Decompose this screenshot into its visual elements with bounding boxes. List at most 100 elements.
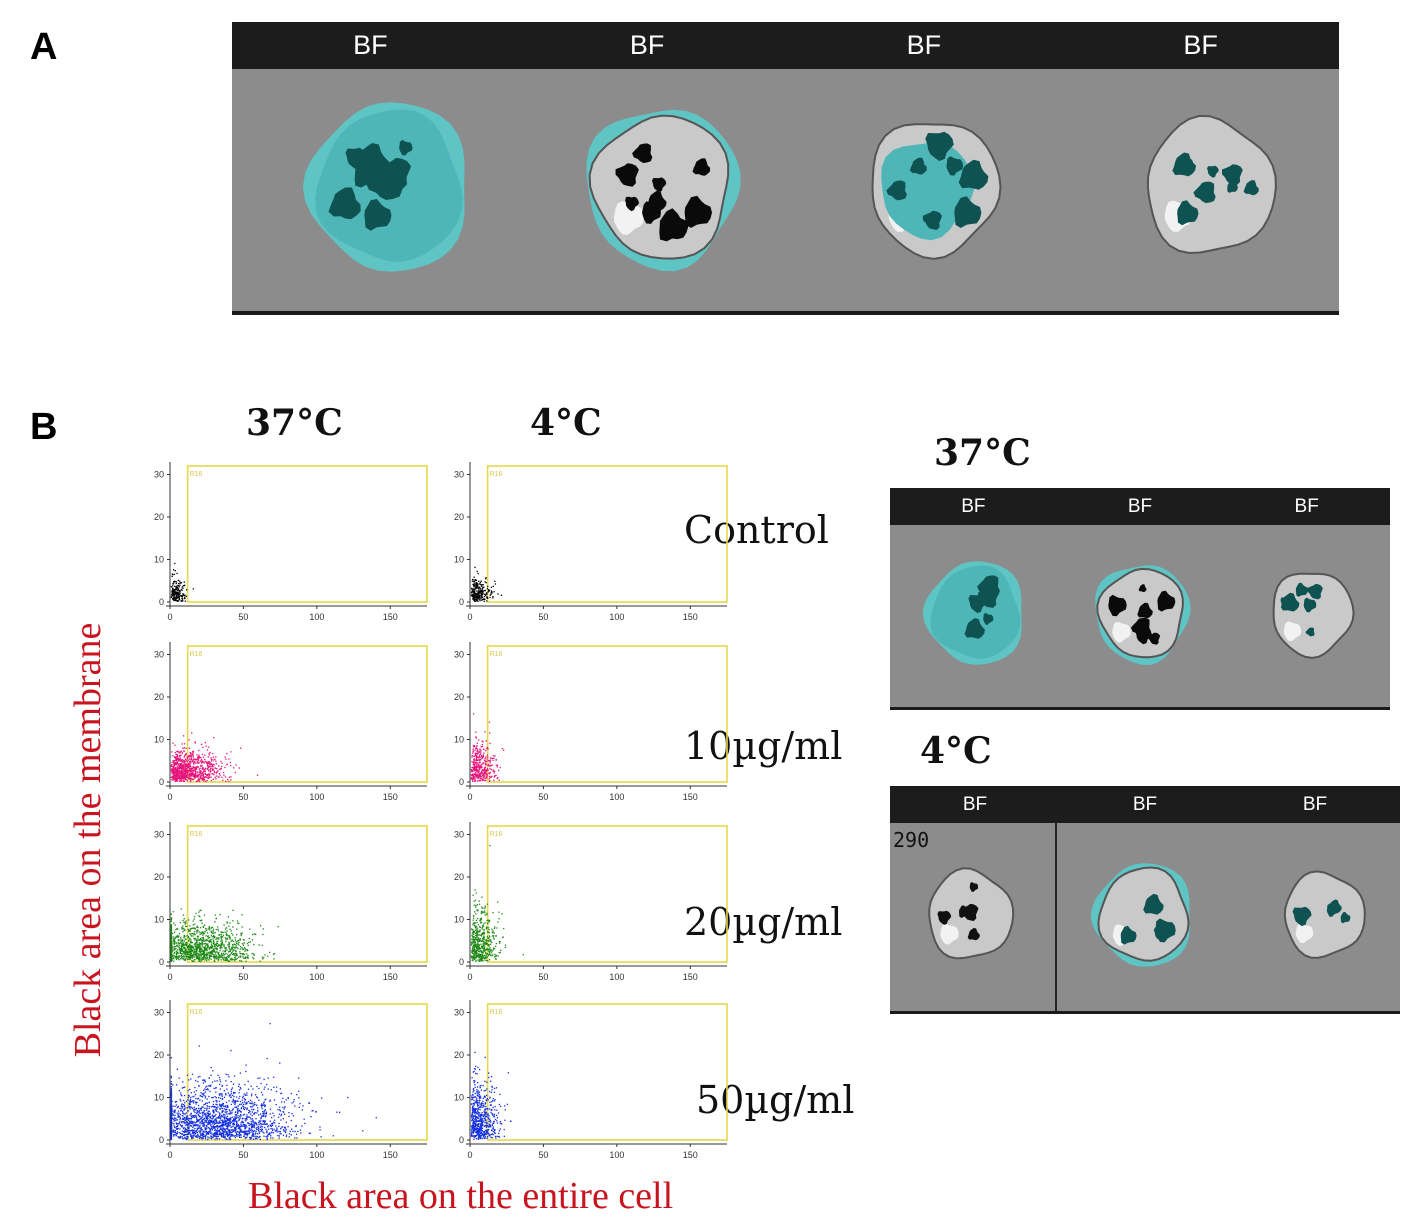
data-point — [202, 768, 204, 770]
data-point — [207, 946, 209, 948]
data-point — [197, 756, 199, 758]
data-point — [273, 952, 276, 955]
data-point — [201, 761, 204, 763]
data-point — [238, 1119, 240, 1122]
data-point — [473, 597, 476, 599]
data-point — [175, 935, 178, 938]
y-tick-label: 30 — [454, 650, 464, 660]
data-point — [485, 777, 488, 779]
data-point — [473, 586, 475, 588]
data-point — [197, 945, 200, 947]
data-point — [480, 752, 482, 754]
data-point — [195, 758, 198, 761]
data-point — [252, 1133, 255, 1135]
data-point — [196, 768, 198, 770]
data-point — [204, 1136, 206, 1138]
data-point — [482, 590, 484, 592]
data-point — [202, 777, 205, 780]
data-point — [239, 1101, 242, 1103]
data-point — [479, 598, 481, 601]
data-point — [220, 938, 222, 940]
data-point — [263, 1078, 265, 1081]
data-point — [208, 765, 210, 767]
data-point — [221, 956, 224, 958]
data-point — [177, 935, 180, 937]
data-point — [229, 1122, 231, 1125]
cell-dark-spot — [354, 158, 380, 188]
data-point — [200, 1136, 202, 1139]
data-point — [199, 1075, 201, 1078]
data-point — [194, 777, 196, 780]
data-point — [475, 950, 478, 952]
data-point — [476, 582, 479, 585]
data-point — [175, 597, 178, 599]
data-point — [202, 1125, 204, 1127]
data-point — [201, 1119, 203, 1121]
data-point — [480, 918, 482, 920]
data-point — [172, 940, 175, 942]
data-point — [184, 765, 187, 767]
data-point — [207, 774, 210, 776]
data-point — [208, 761, 211, 763]
data-point — [221, 957, 224, 959]
data-point — [199, 947, 201, 950]
data-point — [203, 943, 205, 945]
data-point — [183, 929, 185, 932]
data-point — [211, 1133, 213, 1135]
data-point — [194, 758, 196, 760]
data-point — [179, 764, 181, 766]
data-point — [190, 768, 192, 770]
data-point — [473, 936, 476, 938]
data-point — [185, 1107, 187, 1109]
y-tick-label: 20 — [154, 512, 164, 522]
data-point — [185, 752, 187, 755]
data-point — [177, 597, 179, 599]
data-point — [480, 960, 482, 962]
data-point — [185, 951, 187, 953]
data-point — [252, 1130, 255, 1133]
data-point — [232, 909, 234, 912]
data-point — [476, 598, 479, 600]
data-point — [482, 754, 485, 756]
data-point — [476, 939, 479, 941]
data-point — [246, 1133, 248, 1135]
data-point — [256, 1124, 258, 1126]
data-point — [206, 762, 208, 764]
data-point — [195, 957, 198, 959]
data-point — [199, 767, 201, 769]
data-point — [483, 771, 486, 774]
data-point — [177, 941, 179, 944]
data-point — [208, 947, 211, 950]
data-point — [207, 762, 210, 764]
data-point — [202, 767, 204, 769]
data-point — [170, 944, 173, 947]
data-point — [483, 944, 485, 946]
data-point — [243, 1113, 246, 1116]
data-point — [476, 921, 478, 924]
data-point — [199, 943, 201, 945]
data-point — [477, 924, 480, 926]
data-point — [185, 747, 187, 749]
data-point — [482, 772, 484, 774]
data-point — [477, 774, 479, 777]
x-tick-label: 0 — [167, 972, 172, 982]
data-point — [174, 762, 176, 764]
data-point — [259, 960, 261, 962]
data-point — [189, 772, 191, 775]
data-point — [262, 1112, 264, 1115]
data-point — [472, 761, 474, 764]
data-point — [482, 957, 484, 960]
data-point — [179, 584, 181, 586]
data-point — [207, 767, 209, 770]
cell-dark-spot — [954, 196, 982, 228]
data-point — [214, 1080, 216, 1082]
data-point — [249, 1099, 252, 1101]
data-point — [481, 939, 483, 942]
data-point — [260, 1116, 262, 1119]
data-point — [492, 769, 494, 771]
data-point — [476, 762, 479, 764]
scatter-points — [170, 562, 194, 603]
data-point — [190, 769, 193, 771]
data-point — [214, 936, 216, 938]
y-tick-label: 20 — [454, 512, 464, 522]
